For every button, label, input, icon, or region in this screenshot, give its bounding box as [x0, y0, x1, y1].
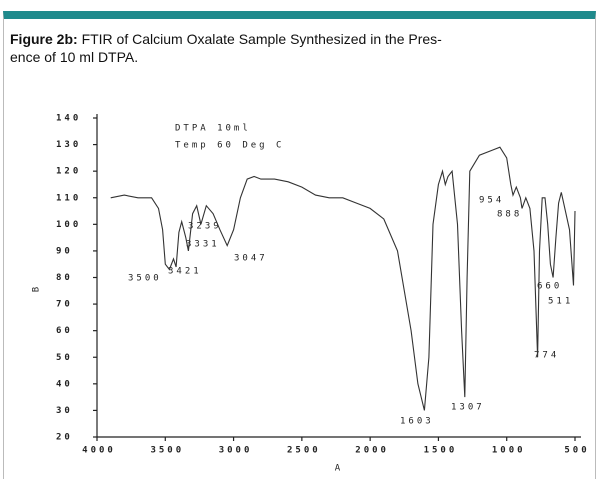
y-tick-label: 80 — [56, 273, 73, 283]
annotation: 660 — [537, 282, 562, 292]
annotation: 3500 — [128, 274, 162, 284]
annotation: 954 — [479, 196, 504, 206]
y-tick-label: 50 — [56, 353, 73, 363]
x-axis-label: A — [335, 464, 343, 474]
x-tick-label: 500 — [564, 446, 589, 456]
annotation: 774 — [534, 351, 559, 361]
annotation: Temp 60 Deg C — [175, 141, 284, 151]
y-tick-label: 60 — [56, 326, 73, 336]
y-tick-label: 100 — [56, 220, 81, 230]
y-tick-label: 130 — [56, 140, 81, 150]
x-tick-label: 2000 — [355, 446, 389, 456]
caption-line: ence of 10 ml DTPA. — [10, 49, 139, 65]
annotation: 1603 — [400, 417, 434, 427]
annotation: 1307 — [451, 403, 485, 413]
x-tick-label: 1500 — [424, 446, 458, 456]
y-tick-label: 20 — [56, 433, 73, 443]
x-tick-label: 1000 — [492, 446, 526, 456]
x-tick-label: 2500 — [287, 446, 321, 456]
annotation: 3047 — [234, 254, 268, 264]
x-tick-label: 4000 — [82, 446, 116, 456]
y-tick-label: 70 — [56, 300, 73, 310]
caption: Figure 2b: FTIR of Calcium Oxalate Sampl… — [10, 30, 590, 66]
annotation: 3239 — [188, 222, 222, 232]
annotation: 888 — [497, 210, 522, 220]
y-axis-label: B — [32, 284, 42, 292]
y-tick-label: 110 — [56, 193, 81, 203]
figure-frame — [3, 11, 596, 479]
y-tick-label: 140 — [56, 114, 81, 124]
spectrum-line — [110, 146, 576, 411]
annotation: DTPA 10ml — [175, 124, 251, 134]
y-tick-label: 30 — [56, 406, 73, 416]
caption-line: FTIR of Calcium Oxalate Sample Synthesiz… — [81, 31, 442, 47]
caption-label: Figure 2b: — [10, 31, 78, 47]
x-tick-label: 3000 — [219, 446, 253, 456]
y-tick-label: 40 — [56, 379, 73, 389]
y-tick-label: 120 — [56, 167, 81, 177]
annotation: 3331 — [186, 240, 220, 250]
x-tick-label: 3500 — [150, 446, 184, 456]
y-tick-label: 90 — [56, 246, 73, 256]
annotation: 511 — [548, 297, 573, 307]
annotation: 3421 — [168, 267, 202, 277]
